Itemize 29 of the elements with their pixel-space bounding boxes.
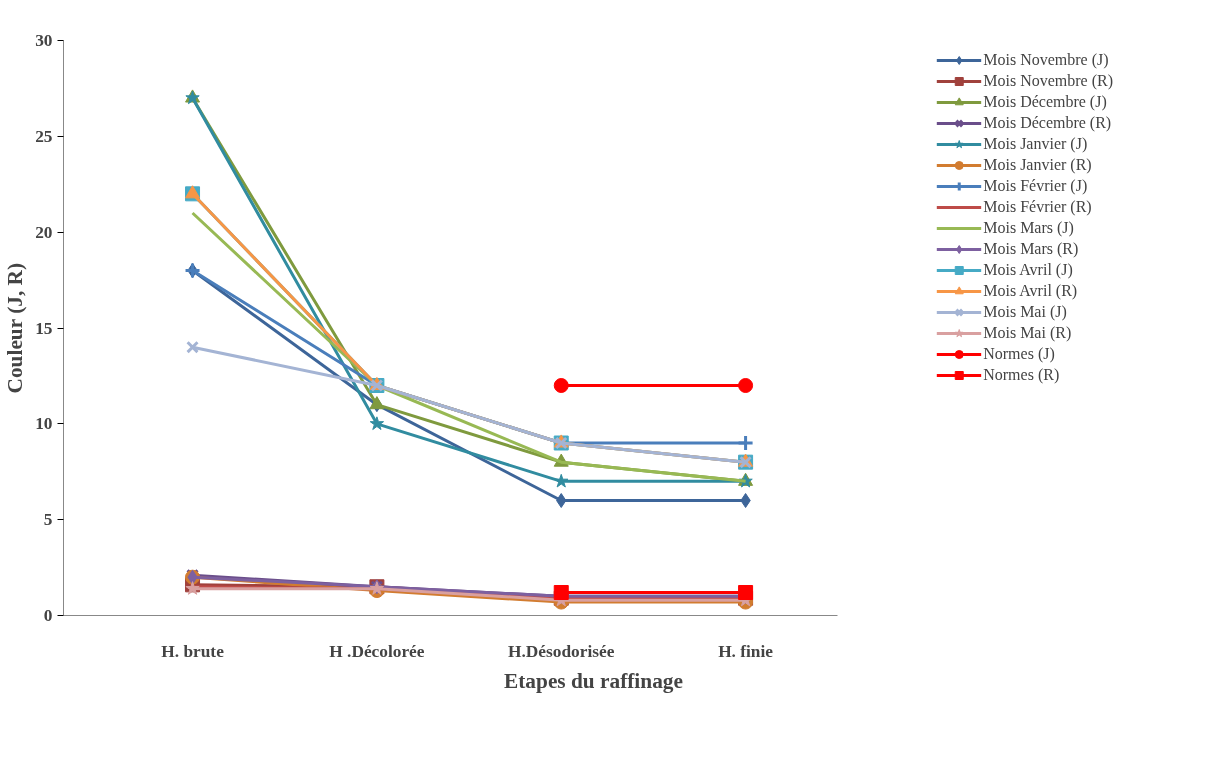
legend-label: Mois Janvier (R) (983, 156, 1092, 174)
legend-label: Mois Avril (J) (983, 261, 1073, 279)
x-axis-title: Etapes du raffinage (504, 668, 683, 693)
legend-label: Mois Novembre (R) (983, 72, 1113, 90)
y-axis-title: Couleur (J, R) (3, 262, 28, 394)
legend-label: Mois Mai (R) (983, 324, 1072, 342)
y-tick-label: 10 (35, 414, 53, 434)
x-tick-label: H. finie (718, 641, 774, 661)
legend-label: Mois Février (R) (983, 198, 1092, 216)
legend-label: Mois Avril (R) (983, 282, 1078, 300)
x-tick-label: H.Désodorisée (508, 641, 615, 661)
x-tick-label: H. brute (161, 641, 225, 661)
x-tick-label: H .Décolorée (329, 641, 425, 661)
legend-label: Mois Mars (J) (983, 219, 1074, 237)
legend-label: Normes (R) (983, 366, 1060, 384)
legend-label: Mois Janvier (J) (983, 135, 1088, 153)
legend-label: Mois Novembre (J) (983, 51, 1109, 69)
legend-label: Mois Mai (J) (983, 303, 1067, 321)
y-tick-label: 5 (43, 510, 53, 530)
y-tick-label: 15 (35, 318, 53, 338)
legend-label: Mois Février (J) (983, 177, 1088, 195)
legend-label: Mois Décembre (J) (983, 93, 1107, 111)
legend-label: Normes (J) (983, 345, 1055, 363)
y-tick-label: 0 (43, 606, 53, 625)
legend-label: Mois Décembre (R) (983, 114, 1112, 132)
y-tick-label: 20 (35, 222, 53, 242)
legend-label: Mois Mars (R) (983, 240, 1079, 258)
y-tick-label: 25 (35, 126, 53, 146)
y-tick-label: 30 (35, 31, 53, 50)
